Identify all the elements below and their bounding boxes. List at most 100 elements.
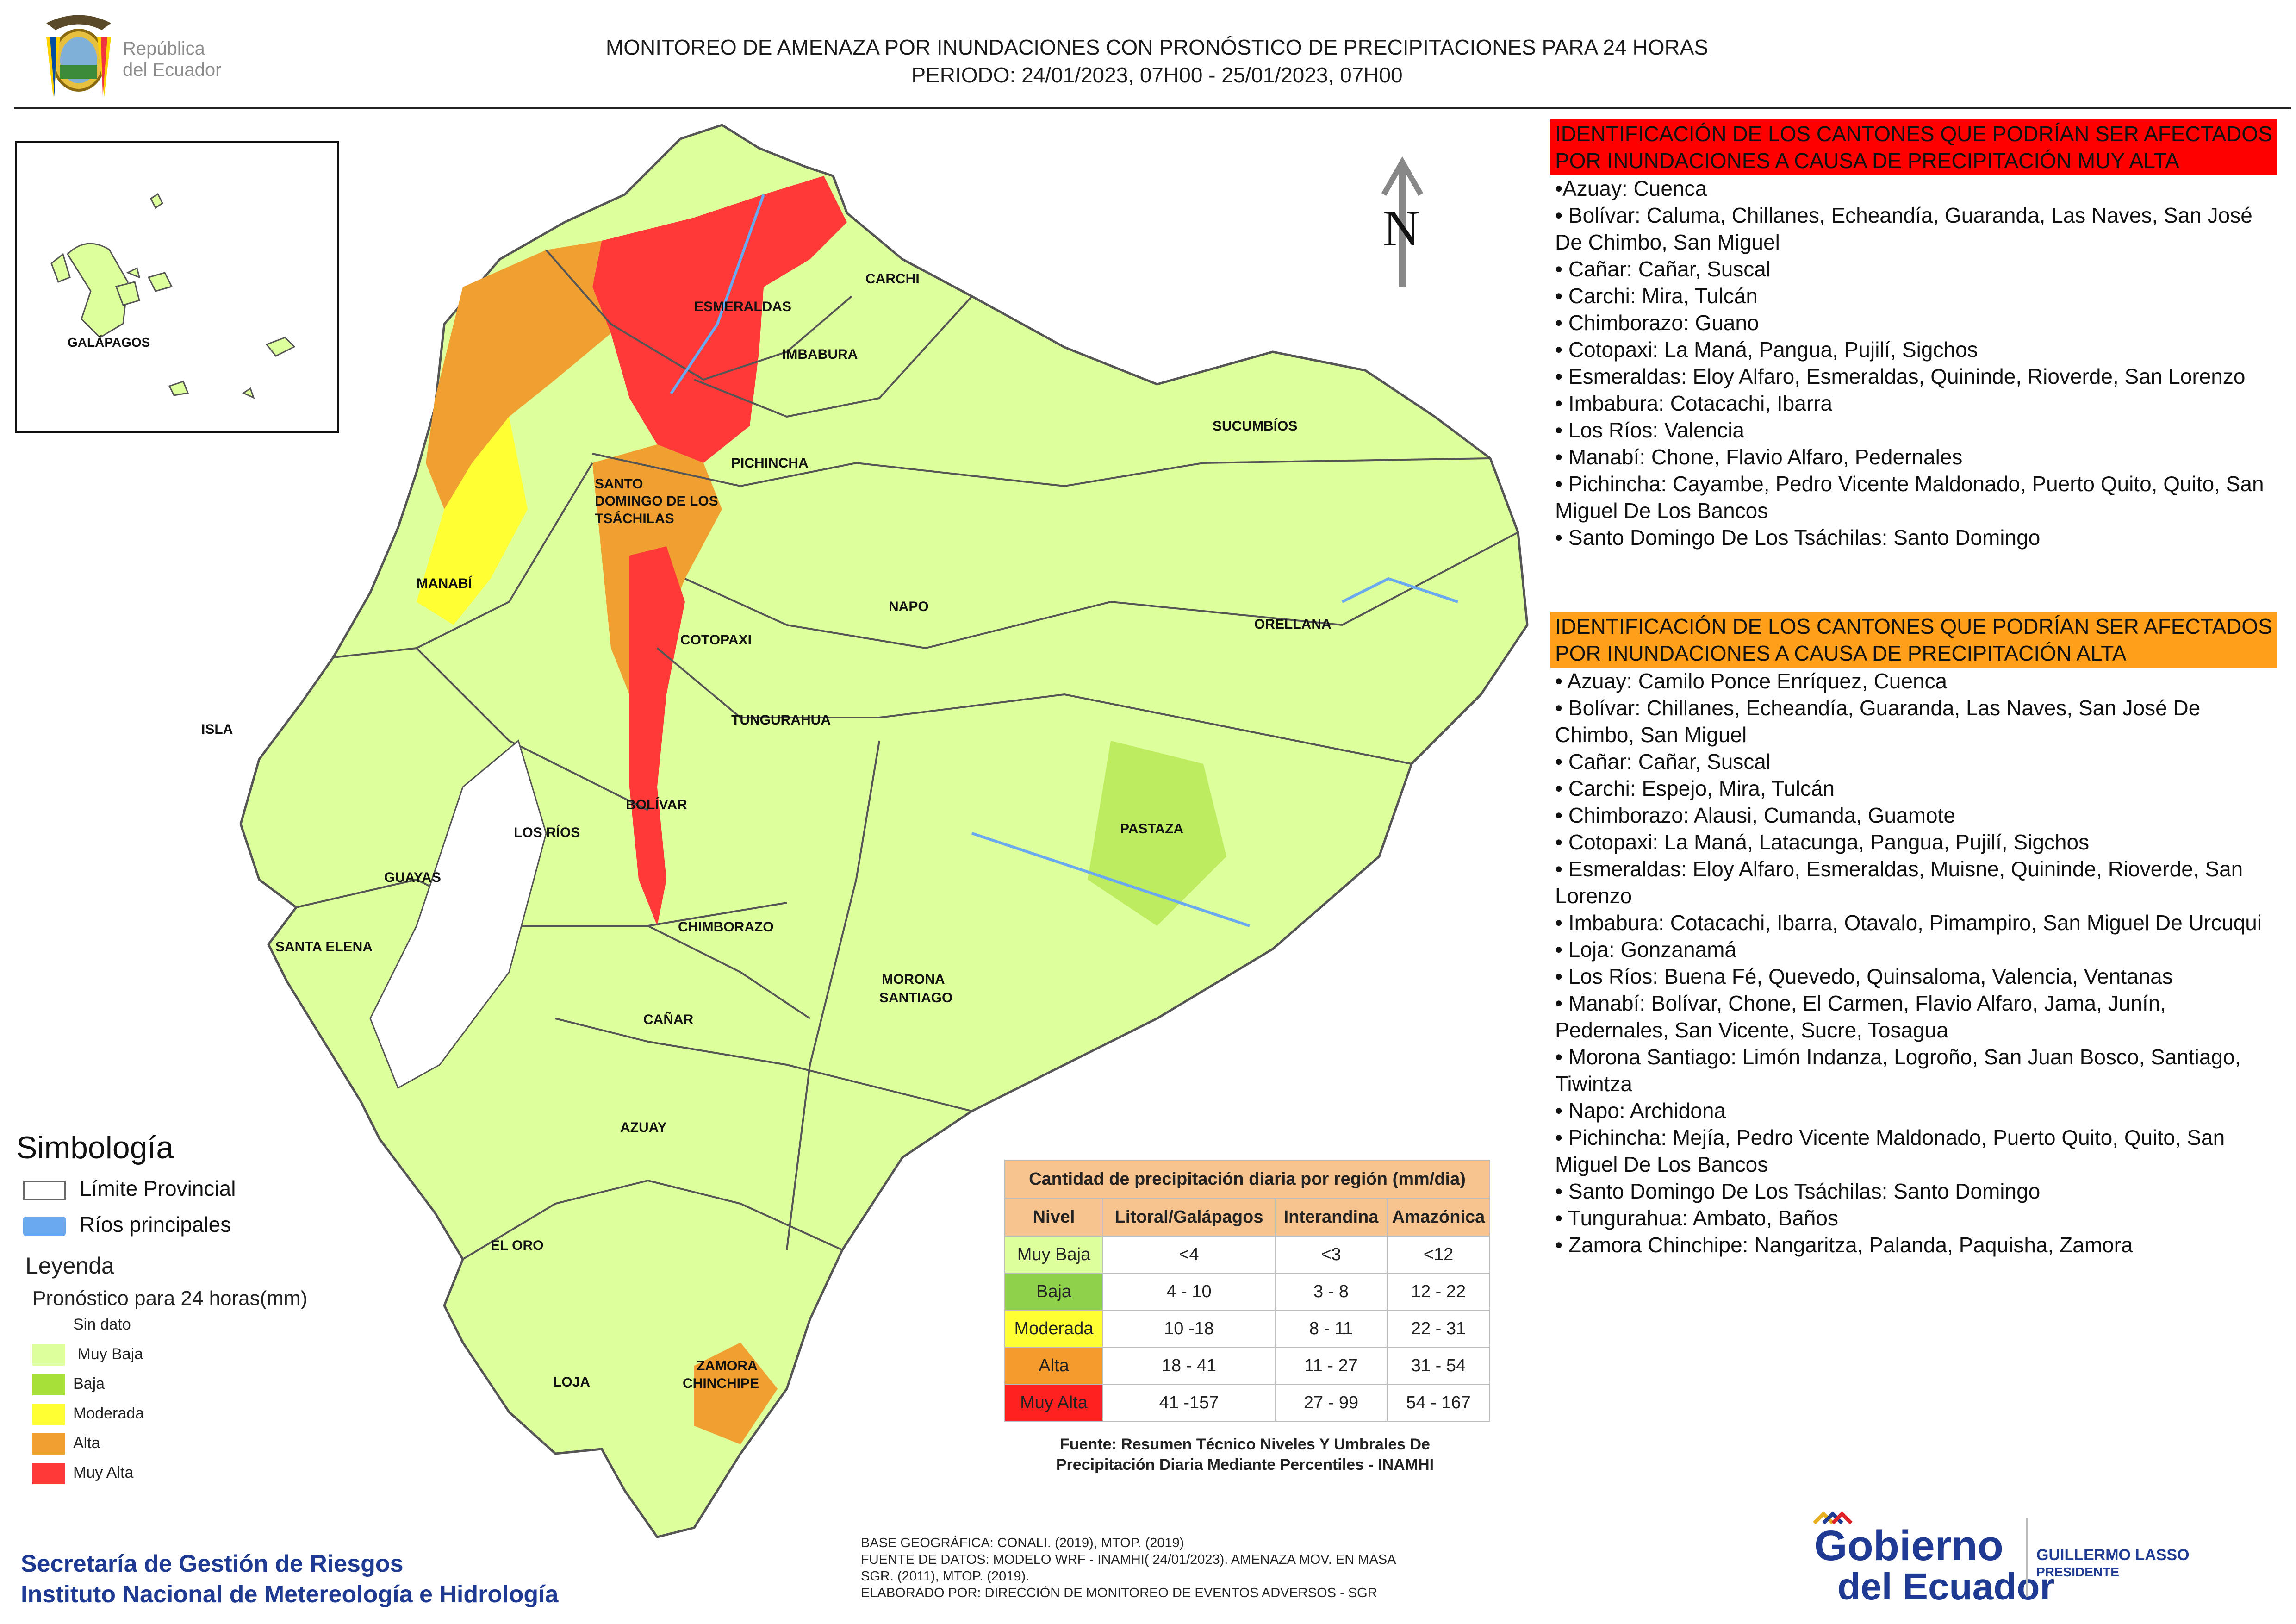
muy-alta-item: • Santo Domingo De Los Tsáchilas: Santo … — [1555, 525, 2041, 550]
label-cotopaxi: COTOPAXI — [680, 632, 752, 648]
table-cell-nivel: Moderada — [1004, 1310, 1103, 1348]
alta-item: • Los Ríos: Buena Fé, Quevedo, Quinsalom… — [1555, 964, 2173, 988]
moderada-zone-north — [417, 417, 528, 625]
alta-item: • Azuay: Camilo Ponce Enríquez, Cuenca — [1555, 669, 1948, 693]
alta-item: • Tungurahua: Ambato, Baños — [1555, 1206, 1838, 1230]
label-napo: NAPO — [889, 599, 929, 614]
title-line-1: MONITOREO DE AMENAZA POR INUNDACIONES CO… — [605, 35, 1709, 59]
north-label: N — [1383, 200, 1419, 256]
table-cell-value: 27 - 99 — [1275, 1384, 1388, 1422]
alta-item: • Chimborazo: Alausi, Cumanda, Guamote — [1555, 803, 1955, 827]
table-row: Baja 4 - 10 3 - 8 12 - 22 — [1004, 1273, 1490, 1311]
alta-item: • Santo Domingo De Los Tsáchilas: Santo … — [1555, 1179, 2041, 1203]
muy-alta-item: • Bolívar: Caluma, Chillanes, Echeandía,… — [1555, 203, 2252, 254]
gobierno-text: Gobierno — [1814, 1522, 2004, 1569]
table-cell-value: 12 - 22 — [1387, 1273, 1490, 1311]
label-morona-2: SANTIAGO — [879, 990, 952, 1006]
table-row: Moderada 10 -18 8 - 11 22 - 31 — [1004, 1310, 1490, 1348]
legend-swatch — [32, 1344, 65, 1366]
muy-alta-item: • Carchi: Mira, Tulcán — [1555, 284, 1758, 308]
alta-item: • Manabí: Bolívar, Chone, El Carmen, Fla… — [1555, 991, 2166, 1042]
muy-alta-list: •Azuay: Cuenca • Bolívar: Caluma, Chillan… — [1550, 175, 2277, 551]
legend-swatch — [32, 1404, 65, 1425]
alta-item: • Esmeraldas: Eloy Alfaro, Esmeraldas, M… — [1555, 857, 2243, 908]
label-guayas: GUAYAS — [384, 870, 441, 885]
label-canar: CAÑAR — [643, 1012, 694, 1027]
legend-label: Muy Alta — [73, 1463, 134, 1481]
alta-item: • Cotopaxi: La Maná, Latacunga, Pangua, … — [1555, 830, 2090, 854]
table-cell-value: <3 — [1275, 1236, 1388, 1274]
label-manabi: MANABÍ — [417, 575, 473, 591]
legend-item: Sin dato — [32, 1315, 131, 1336]
muy-alta-item: • Cañar: Cañar, Suscal — [1555, 257, 1771, 281]
legend-label: Baja — [73, 1374, 105, 1393]
muy-alta-item: • Pichincha: Cayambe, Pedro Vicente Mald… — [1555, 472, 2264, 523]
table-source-line-1: Fuente: Resumen Técnico Niveles Y Umbral… — [1060, 1436, 1430, 1453]
table-cell-value: 41 -157 — [1102, 1384, 1276, 1422]
label-sucumbios: SUCUMBÍOS — [1213, 418, 1297, 434]
table-body: Muy Baja <4 <3 <12 Baja 4 - 10 3 - 8 12 - 22 Mod… — [1004, 1236, 1490, 1422]
table-cell-nivel: Alta — [1004, 1347, 1103, 1385]
label-loja: LOJA — [553, 1374, 590, 1390]
logo-text-line-1: República — [123, 38, 205, 59]
table-cell-value: 18 - 41 — [1102, 1347, 1276, 1385]
header-divider — [14, 107, 2291, 109]
rios-label: Ríos principales — [80, 1212, 231, 1237]
muy-alta-zone-center — [629, 546, 685, 926]
alta-item: • Pichincha: Mejía, Pedro Vicente Maldon… — [1555, 1125, 2225, 1176]
table-cell-nivel: Muy Alta — [1004, 1384, 1103, 1422]
rios-swatch — [23, 1216, 66, 1236]
alta-item: • Carchi: Espejo, Mira, Tulcán — [1555, 776, 1835, 800]
source-line-4: ELABORADO POR: DIRECCIÓN DE MONITOREO DE… — [861, 1586, 1377, 1600]
table-source-line-2: Precipitación Diaria Mediante Percentile… — [1056, 1456, 1434, 1474]
ecuador-coat-of-arms-logo — [32, 9, 125, 102]
leyenda-subtitle: Pronóstico para 24 horas(mm) — [32, 1287, 308, 1310]
legend-swatch — [32, 1315, 65, 1336]
label-zamora-2: CHINCHIPE — [683, 1376, 759, 1391]
alta-item: • Zamora Chinchipe: Nangaritza, Palanda,… — [1555, 1233, 2133, 1257]
page-title: MONITOREO DE AMENAZA POR INUNDACIONES CO… — [417, 33, 1898, 89]
muy-alta-item: • Cotopaxi: La Maná, Pangua, Pujilí, Sig… — [1555, 337, 1978, 362]
muy-alta-panel: IDENTIFICACIÓN DE LOS CANTONES QUE PODRÍ… — [1550, 119, 2277, 551]
legend-swatch — [32, 1374, 65, 1395]
muy-alta-item: • Esmeraldas: Eloy Alfaro, Esmeraldas, Q… — [1555, 364, 2246, 388]
precipitation-table: Cantidad de precipitación diaria por reg… — [1004, 1160, 1490, 1422]
table-cell-value: <4 — [1102, 1236, 1276, 1274]
galapagos-inset: GALÁPAGOS — [15, 141, 339, 433]
legend-swatch — [32, 1433, 65, 1455]
data-sources: BASE GEOGRÁFICA: CONALI. (2019), MTOP. (… — [861, 1535, 1396, 1601]
label-pastaza: PASTAZA — [1120, 821, 1183, 837]
label-santo-domingo-2: DOMINGO DE LOS — [595, 493, 718, 509]
alta-item: • Morona Santiago: Limón Indanza, Logroñ… — [1555, 1045, 2241, 1096]
table-cell-value: 31 - 54 — [1387, 1347, 1490, 1385]
label-esmeraldas: ESMERALDAS — [694, 299, 791, 314]
source-line-3: SGR. (2011), MTOP. (2019). — [861, 1569, 1030, 1584]
simbologia-title: Simbología — [16, 1130, 174, 1165]
table-row: Alta 18 - 41 11 - 27 31 - 54 — [1004, 1347, 1490, 1385]
table-row: Muy Baja <4 <3 <12 — [1004, 1236, 1490, 1274]
muy-alta-item: • Manabí: Chone, Flavio Alfaro, Pedernal… — [1555, 445, 1963, 469]
legend-label: Moderada — [73, 1404, 144, 1422]
table-header-row: Nivel Litoral/Galápagos Interandina Amaz… — [1004, 1198, 1490, 1237]
label-orellana: ORELLANA — [1254, 617, 1332, 632]
title-line-2: PERIODO: 24/01/2023, 07H00 - 25/01/2023,… — [911, 63, 1403, 87]
alta-item: • Cañar: Cañar, Suscal — [1555, 750, 1771, 774]
table-source: Fuente: Resumen Técnico Niveles Y Umbral… — [1004, 1434, 1486, 1475]
table-header-litoral: Litoral/Galápagos — [1102, 1198, 1276, 1237]
table-cell-value: 4 - 10 — [1102, 1273, 1276, 1311]
north-arrow: N — [1370, 153, 1435, 292]
president-name: GUILLERMO LASSO — [2036, 1546, 2190, 1564]
label-el-oro: EL ORO — [491, 1238, 543, 1253]
label-chimborazo: CHIMBORAZO — [678, 919, 774, 935]
legend-item: Baja — [32, 1374, 105, 1395]
label-morona-1: MORONA — [882, 972, 945, 987]
alta-panel: IDENTIFICACIÓN DE LOS CANTONES QUE PODRÍ… — [1550, 612, 2277, 1258]
label-tungurahua: TUNGURAHUA — [731, 712, 831, 728]
alta-heading: IDENTIFICACIÓN DE LOS CANTONES QUE PODRÍ… — [1550, 612, 2277, 668]
muy-alta-item: •Azuay: Cuenca — [1555, 176, 1707, 200]
table-header-nivel: Nivel — [1004, 1198, 1103, 1237]
label-santo-domingo-3: TSÁCHILAS — [595, 511, 674, 526]
legend-item: Muy Alta — [32, 1463, 133, 1484]
logo-text-line-2: del Ecuador — [123, 60, 222, 80]
